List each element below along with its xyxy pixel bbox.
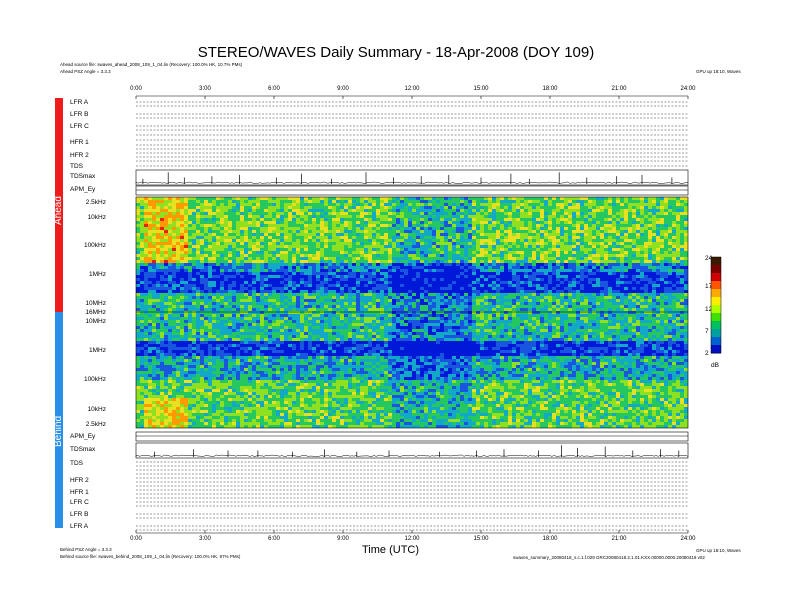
ahead-freq-10khz: 10kHz: [87, 214, 106, 221]
spectrogram-cells: [136, 197, 688, 428]
colorbar-frame: [710, 256, 722, 354]
ahead-side-bar: [55, 98, 63, 312]
top-tick-5: 15:00: [473, 86, 489, 92]
colorbar-band: [711, 273, 721, 282]
behind-freq-10mhz: 10MHz: [85, 318, 106, 325]
bottom-tick-2: 6:00: [268, 536, 280, 542]
colorbar-tick-2: 2: [705, 350, 709, 357]
colorbar-band: [711, 345, 721, 354]
colorbar-band: [711, 281, 721, 290]
top-tick-3: 9:00: [337, 86, 349, 92]
top-tick-2: 6:00: [268, 86, 280, 92]
behind-side-bar: [55, 312, 63, 528]
ahead-angle-note: Ahead PSZ Angle = 3.3.3: [60, 69, 111, 74]
colorbar-band: [711, 305, 721, 314]
colorbar-band: [711, 265, 721, 274]
ahead-row-lfr-a: LFR A: [70, 99, 89, 106]
bottom-tick-1: 3:00: [199, 536, 211, 542]
ahead-source-note: Ahead source file: swaves_ahead_2008_109…: [60, 62, 243, 67]
colorbar-unit: dB: [711, 362, 719, 369]
behind-row-hfr-1: HFR 1: [70, 489, 89, 496]
behind-tdsmax-frame: [135, 442, 689, 459]
colorbar-tick-24: 24: [705, 255, 713, 262]
top-tick-6: 18:00: [542, 86, 558, 92]
ahead-row-hfr-1: HFR 1: [70, 139, 89, 146]
behind-row-tds: TDS: [70, 460, 83, 467]
behind-row-lfr-a: LFR A: [70, 523, 89, 530]
bottom-tick-4: 12:00: [404, 536, 420, 542]
colorbar-band: [711, 321, 721, 330]
top-tick-1: 3:00: [199, 86, 211, 92]
chart-title: STEREO/WAVES Daily Summary - 18-Apr-2008…: [197, 44, 595, 61]
top-tick-7: 21:00: [611, 86, 627, 92]
behind-freq-100khz: 100kHz: [83, 376, 106, 383]
behind-apm-frame: [135, 431, 689, 442]
ahead-freq-1mhz: 1MHz: [89, 271, 106, 278]
top-tick-4: 12:00: [404, 86, 420, 92]
colorbar-band: [711, 289, 721, 298]
behind-tdsmax-trace: [135, 454, 689, 457]
colorbar-band: [711, 329, 721, 338]
colorbar-band: [711, 257, 721, 266]
ahead-tdsmax-trace: [135, 181, 689, 184]
behind-row-tdsmax: TDSmax: [70, 446, 96, 453]
ahead-freq-100khz: 100kHz: [83, 242, 106, 249]
colorbar-tick-17: 17: [705, 283, 713, 290]
ahead-tdsmax-frame: [135, 169, 689, 186]
x-axis-label: Time (UTC): [362, 544, 420, 556]
ahead-row-apm: APM_Ey: [70, 186, 96, 193]
behind-right-note: GPU up 18:10, Waves: [696, 548, 741, 553]
behind-row-apm: APM_Ey: [70, 433, 96, 440]
ahead-row-tds: TDS: [70, 163, 83, 170]
top-tick-8: 24:00: [680, 86, 696, 92]
ahead-right-note: GPU up 18:10, Waves: [696, 69, 741, 74]
behind-row-lfr-b: LFR B: [70, 511, 89, 518]
ahead-row-hfr-2: HFR 2: [70, 152, 89, 159]
bottom-tick-3: 9:00: [337, 536, 349, 542]
colorbar-band: [711, 337, 721, 346]
behind-row-hfr-2: HFR 2: [70, 477, 89, 484]
footer-file-note: swaves_summary_20080418_s.c.1.f.029 GRC2…: [513, 555, 705, 560]
behind-freq-1mhz: 1MHz: [89, 347, 106, 354]
top-tick-0: 0:00: [130, 86, 142, 92]
bottom-tick-6: 18:00: [542, 536, 558, 542]
behind-source-note: Behind source file: swaves_behind_2008_1…: [60, 554, 241, 559]
bottom-tick-7: 21:00: [611, 536, 627, 542]
colorbar-band: [711, 297, 721, 306]
ahead-freq-16mhz: 16MHz: [85, 309, 106, 316]
bottom-tick-8: 24:00: [680, 536, 696, 542]
colorbar-band: [711, 313, 721, 322]
ahead-freq-2-5khz: 2.5kHz: [85, 199, 106, 206]
ahead-row-tdsmax: TDSmax: [70, 173, 96, 180]
behind-row-lfr-c: LFR C: [70, 499, 89, 506]
ahead-freq-10mhz: 10MHz: [85, 300, 106, 307]
ahead-row-lfr-c: LFR C: [70, 123, 89, 130]
ahead-apm-frame: [135, 185, 689, 196]
behind-angle-note: Behind PSZ Angle = 3.3.3: [60, 547, 112, 552]
colorbar-tick-7: 7: [705, 328, 709, 335]
bottom-tick-5: 15:00: [473, 536, 489, 542]
colorbar-tick-12: 12: [705, 306, 713, 313]
bottom-tick-0: 0:00: [130, 536, 142, 542]
behind-freq-2-5khz: 2.5kHz: [85, 421, 106, 428]
spectrogram-frame: [135, 196, 689, 429]
ahead-row-lfr-b: LFR B: [70, 111, 89, 118]
behind-freq-10khz: 10kHz: [87, 406, 106, 413]
